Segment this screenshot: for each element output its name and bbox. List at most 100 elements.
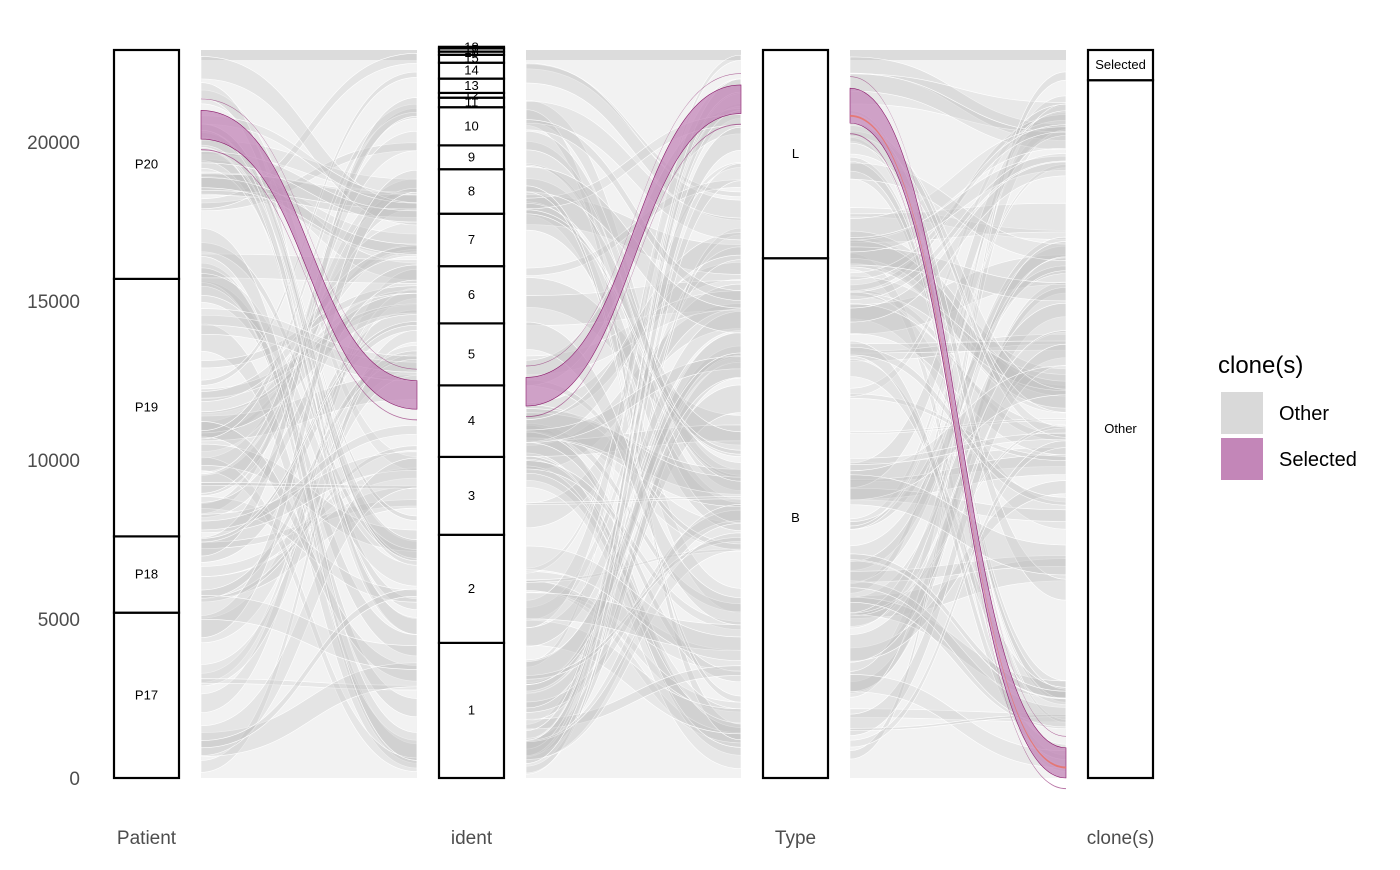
flow-ribbon bbox=[525, 465, 742, 769]
y-tick-label: 10000 bbox=[27, 451, 80, 472]
flow-ribbon bbox=[200, 678, 418, 691]
flow-ribbon bbox=[200, 293, 418, 434]
stratum-label: P20 bbox=[135, 156, 158, 171]
stratum-ident-10 bbox=[437, 106, 506, 147]
flow-ribbon bbox=[200, 228, 418, 761]
legend-label-selected: Selected bbox=[1279, 449, 1357, 471]
stratum-label: 6 bbox=[468, 287, 475, 302]
flow-ribbon bbox=[200, 496, 418, 603]
flow-ribbon bbox=[200, 588, 418, 749]
selected-flow-edge bbox=[526, 73, 741, 367]
flow-top-band bbox=[526, 50, 741, 60]
stratum-label: P18 bbox=[135, 567, 158, 582]
x-axis-label: Patient bbox=[117, 828, 177, 849]
flow-ribbon bbox=[200, 97, 418, 557]
stratum-ident-18 bbox=[437, 45, 506, 50]
stratum-ident-1 bbox=[437, 641, 506, 780]
flow-ribbon bbox=[849, 440, 1067, 748]
flow-ribbon bbox=[525, 545, 742, 662]
flow-ribbon bbox=[200, 482, 418, 490]
stratum-label: 18 bbox=[464, 40, 478, 55]
flow-ribbon bbox=[525, 321, 742, 626]
stratum-clones-other bbox=[1086, 79, 1155, 780]
x-axis: Patient ident Type clone(s) bbox=[117, 828, 1154, 849]
flow-ribbon bbox=[849, 265, 1067, 530]
flow-ribbon bbox=[200, 321, 418, 543]
flow-ribbon bbox=[849, 73, 1067, 150]
y-axis: 0 5000 10000 15000 20000 bbox=[27, 133, 80, 790]
selected-flow-edge bbox=[526, 123, 741, 418]
flow-ribbon bbox=[200, 595, 418, 670]
flow-ribbon bbox=[525, 209, 742, 455]
flow-ribbon bbox=[200, 56, 418, 226]
flow-ribbon bbox=[525, 119, 742, 301]
flow-ribbon bbox=[200, 285, 418, 369]
stratum-type-l bbox=[761, 48, 830, 260]
stratum-label: 9 bbox=[468, 149, 475, 164]
flow-ribbon bbox=[849, 130, 1067, 413]
stratum-label: B bbox=[791, 510, 800, 525]
stratum-label: 13 bbox=[464, 78, 478, 93]
flow-ribbon bbox=[525, 548, 742, 583]
stratum-ident-8 bbox=[437, 168, 506, 215]
stratum-label: Selected bbox=[1095, 57, 1146, 72]
flow-ribbon bbox=[200, 485, 418, 599]
flow-ribbon bbox=[525, 262, 742, 421]
flow-ribbon bbox=[525, 130, 742, 482]
selected-flow bbox=[849, 87, 1067, 779]
flow-ribbon bbox=[200, 329, 418, 773]
stratum-ident-3 bbox=[437, 455, 506, 536]
stratum-label: 5 bbox=[468, 346, 475, 361]
flow-ribbon bbox=[200, 245, 418, 402]
selected-flow-edge bbox=[201, 98, 417, 370]
stratum-label: 3 bbox=[468, 488, 475, 503]
flow-ribbon bbox=[200, 424, 418, 531]
flow-ribbon bbox=[849, 153, 1067, 300]
stratum-label: Other bbox=[1104, 421, 1137, 436]
flow-ribbon bbox=[200, 169, 418, 638]
flow-ribbon bbox=[200, 71, 418, 386]
flow-ribbon bbox=[525, 63, 742, 198]
stratum-label: P19 bbox=[135, 400, 158, 415]
stratum-label: 4 bbox=[468, 413, 475, 428]
flow-ribbon bbox=[849, 474, 1067, 576]
flow-ribbon bbox=[200, 115, 418, 204]
flow-ribbon bbox=[200, 445, 418, 603]
flow-ribbon bbox=[525, 360, 742, 756]
flow-ribbon bbox=[525, 114, 742, 210]
flow-ribbon bbox=[525, 532, 742, 760]
flow-ribbon bbox=[525, 431, 742, 683]
stratum-clones-selected bbox=[1086, 48, 1155, 82]
flow-ribbon bbox=[200, 456, 418, 772]
stratum-label: 8 bbox=[468, 183, 475, 198]
stratum-patient-p17 bbox=[112, 611, 181, 780]
flow-ribbon bbox=[525, 496, 742, 505]
flow-ribbon bbox=[849, 454, 1067, 500]
x-axis-label: Type bbox=[775, 828, 816, 849]
selected-flow-edge bbox=[850, 76, 1066, 737]
stratum-ident-4 bbox=[437, 384, 506, 459]
flow-ribbon bbox=[525, 504, 742, 761]
stratum-label: 1 bbox=[468, 702, 475, 717]
stratum-label: P17 bbox=[135, 687, 158, 702]
stratum-label: 10 bbox=[464, 118, 478, 133]
stratum-patient-p20 bbox=[112, 48, 181, 280]
flow-ribbon bbox=[200, 123, 418, 566]
stratum-label: L bbox=[792, 146, 799, 161]
legend-swatch-selected bbox=[1221, 438, 1263, 480]
highlight-flow bbox=[850, 114, 1066, 769]
flow-top-band bbox=[850, 50, 1066, 60]
stratum-ident-7 bbox=[437, 212, 506, 268]
stratum-ident-6 bbox=[437, 265, 506, 325]
stratum-patient-p19 bbox=[112, 277, 181, 538]
selected-flow bbox=[200, 110, 418, 410]
stratum-label: 2 bbox=[468, 581, 475, 596]
legend-title: clone(s) bbox=[1218, 352, 1303, 379]
flow-ribbon bbox=[849, 487, 1067, 522]
flow-top-band bbox=[201, 50, 417, 60]
flow-ribbon bbox=[525, 100, 742, 241]
flow-ribbon bbox=[200, 129, 418, 635]
y-tick-label: 0 bbox=[69, 769, 80, 790]
